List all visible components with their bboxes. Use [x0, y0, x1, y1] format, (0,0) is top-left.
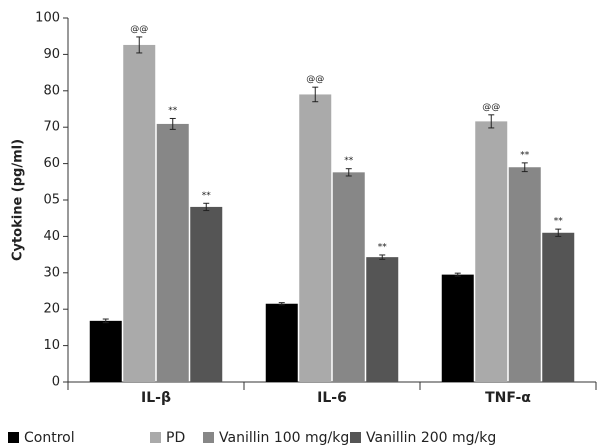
bar — [475, 121, 508, 382]
y-tick-label: 40 — [43, 229, 60, 244]
y-tick-label: 05 — [43, 193, 60, 208]
bar — [508, 167, 541, 382]
error-bar — [169, 117, 176, 130]
bar — [299, 94, 332, 382]
annotation: ** — [202, 191, 212, 201]
error-bar — [278, 302, 285, 306]
legend-swatch — [150, 432, 161, 443]
legend-swatch — [203, 432, 214, 443]
error-bar — [454, 272, 461, 277]
y-tick-label: 60 — [43, 156, 60, 171]
y-tick-label: 10 — [43, 338, 60, 353]
y-tick-label: 90 — [43, 47, 60, 62]
annotation: @@ — [130, 24, 148, 34]
legend-swatch — [350, 432, 361, 443]
annotation: @@ — [306, 75, 324, 85]
annotation: @@ — [482, 102, 500, 112]
x-tick-label: IL-6 — [317, 390, 347, 406]
error-bar — [488, 114, 495, 129]
bar — [190, 206, 223, 382]
error-bar — [379, 254, 386, 260]
annotation: ** — [554, 217, 564, 227]
annotation: ** — [520, 150, 530, 160]
error-bar — [102, 318, 109, 324]
bar — [332, 172, 365, 382]
x-tick-label: IL-β — [141, 390, 171, 406]
error-bar — [203, 202, 210, 212]
y-axis-label: Cytokine (pg/ml) — [11, 139, 26, 261]
annotation: ** — [344, 156, 354, 166]
bar — [123, 44, 156, 382]
legend-swatch — [8, 432, 19, 443]
y-tick-label: 80 — [43, 83, 60, 98]
error-bar — [312, 86, 319, 103]
bar — [542, 232, 575, 382]
y-tick-label: 20 — [43, 302, 60, 317]
bar — [89, 320, 122, 382]
y-tick-label: 70 — [43, 120, 60, 135]
y-tick-label: 100 — [35, 11, 60, 26]
legend-label: Control — [24, 430, 75, 446]
legend-label: PD — [166, 430, 185, 446]
bar — [265, 303, 298, 382]
bar — [441, 274, 474, 382]
legend-label: Vanillin 200 mg/kg — [366, 430, 496, 446]
error-bar — [521, 162, 528, 173]
error-bar — [345, 168, 352, 177]
y-tick-label: 0 — [52, 375, 60, 390]
bar — [366, 257, 399, 382]
annotation: ** — [168, 106, 178, 116]
error-bar — [136, 36, 143, 54]
x-tick-label: TNF-α — [485, 390, 531, 406]
legend-label: Vanillin 100 mg/kg — [219, 430, 349, 446]
annotation: ** — [378, 242, 388, 252]
bar — [156, 123, 189, 382]
error-bar — [555, 228, 562, 237]
y-tick-label: 30 — [43, 265, 60, 280]
